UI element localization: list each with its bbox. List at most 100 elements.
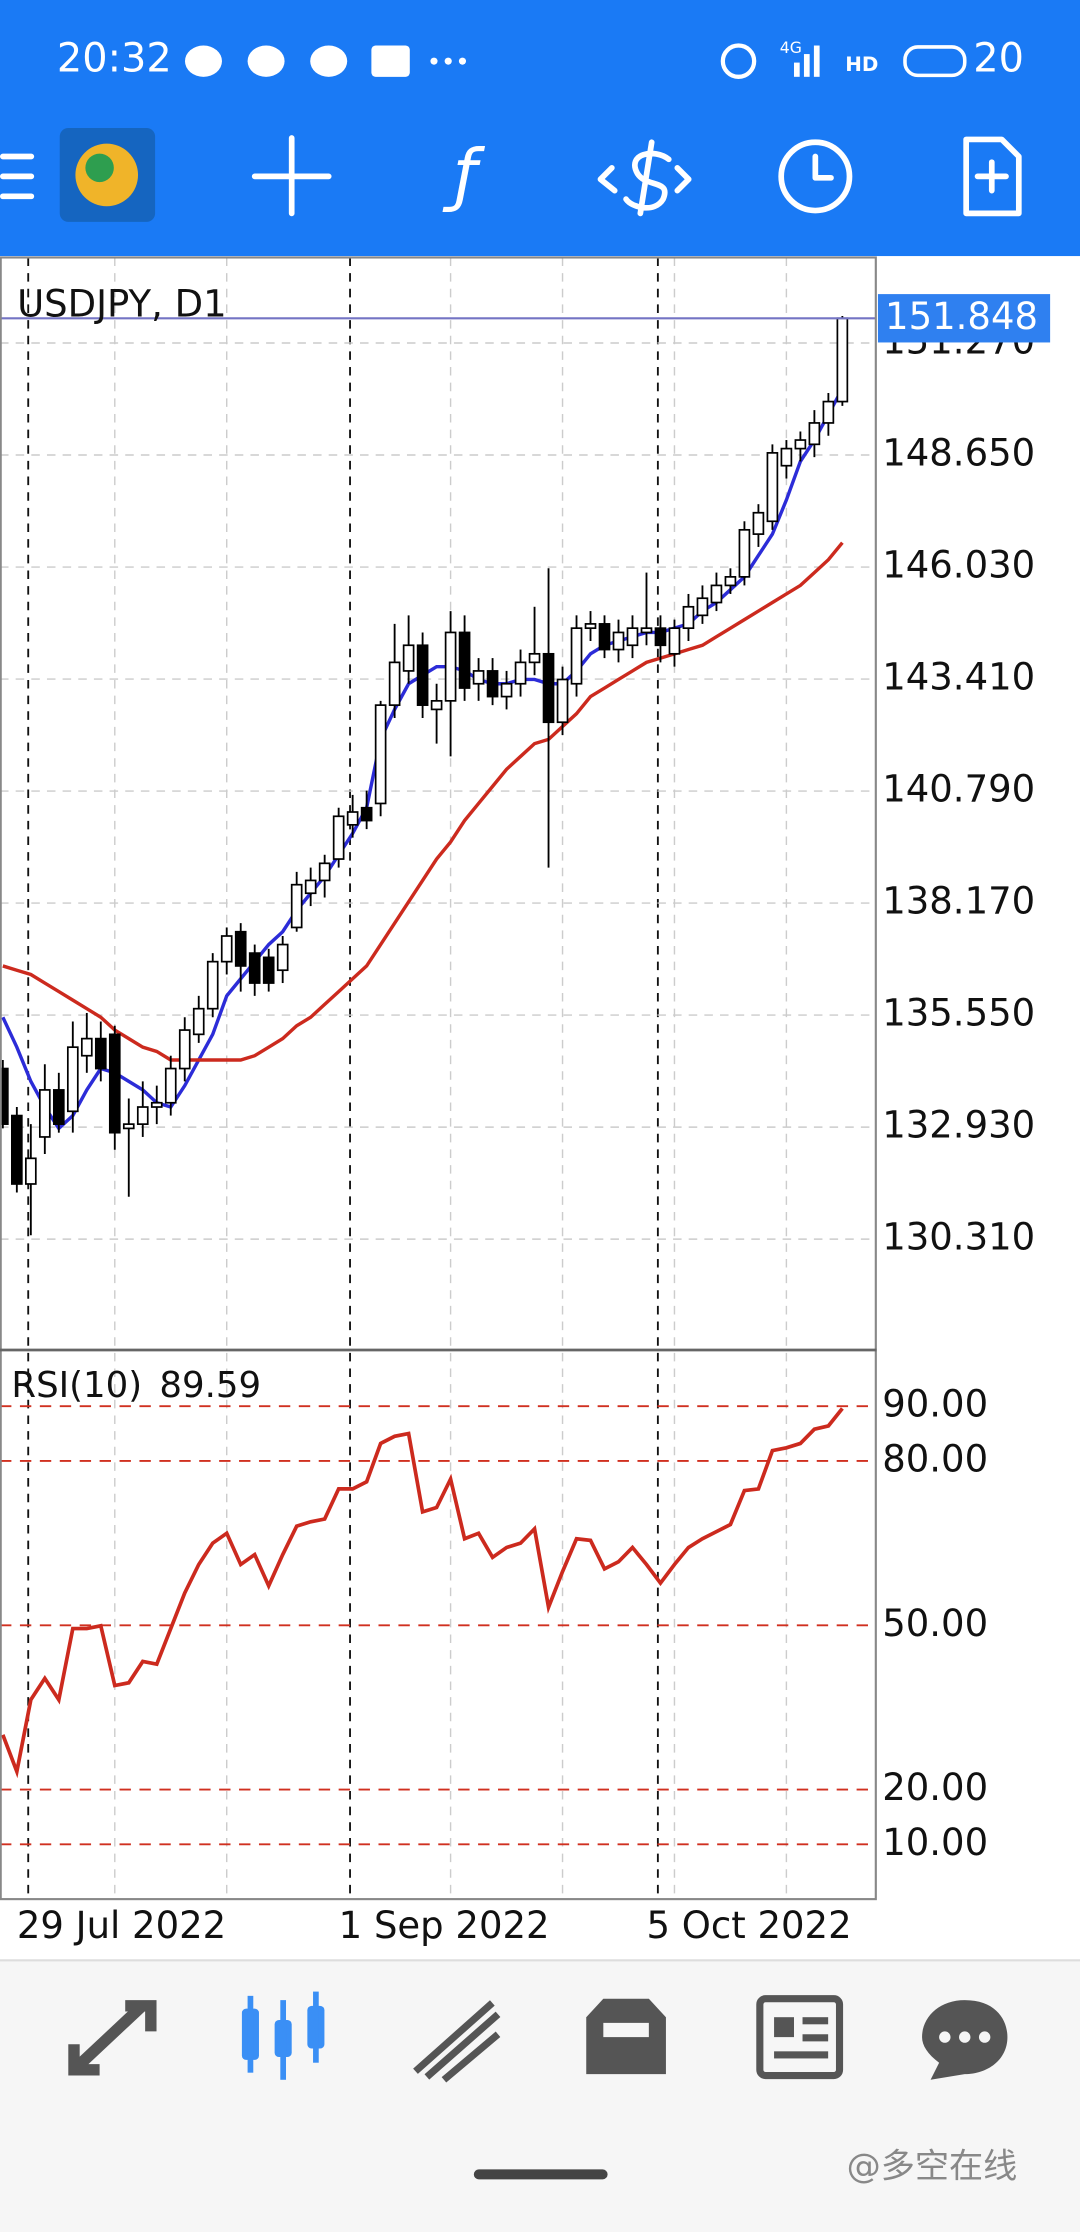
candle-body	[794, 439, 807, 450]
candle-body	[178, 1029, 191, 1070]
watermark: @多空在线	[847, 2146, 1018, 2186]
chart-tab[interactable]	[241, 1991, 325, 2080]
price-box	[877, 294, 1051, 343]
rsi-line	[1, 1407, 844, 1779]
candle-body	[570, 627, 583, 685]
alarm-icon	[720, 43, 757, 79]
candle-body	[24, 1157, 37, 1185]
chat-icon	[310, 45, 348, 77]
y-tick-label: 135.550	[882, 992, 1035, 1035]
candle-body	[836, 317, 849, 403]
news-tab[interactable]	[756, 1995, 844, 2080]
candle-body	[402, 644, 415, 672]
clock: 20:32	[57, 36, 172, 82]
candle-body	[724, 576, 737, 587]
candle-body	[164, 1067, 177, 1104]
signal-icon	[793, 45, 820, 77]
chart-title: USDJPY, D1	[17, 282, 227, 325]
y-tick-label: 130.310	[882, 1216, 1035, 1259]
candle-body	[206, 960, 219, 1010]
quotes-tab[interactable]	[68, 2000, 157, 2076]
x-tick-label: 1 Sep 2022	[339, 1904, 550, 1947]
candle-body	[416, 644, 429, 706]
candle-body	[192, 1007, 205, 1036]
y-tick-label: 50.00	[882, 1602, 988, 1645]
new-order-button[interactable]	[963, 136, 1022, 217]
chart-area	[0, 257, 1080, 1961]
indicator-title: RSI(10)	[11, 1365, 142, 1406]
candle-body	[528, 652, 541, 664]
candle-body	[11, 1114, 23, 1185]
x-tick-label: 29 Jul 2022	[17, 1904, 226, 1947]
hd-icon: HD	[845, 53, 878, 76]
price-label: 151.848	[885, 295, 1038, 338]
candle-body	[584, 623, 597, 630]
y-tick-label: 20.00	[882, 1766, 988, 1809]
app-logo-mark	[85, 153, 114, 183]
candle-body	[318, 862, 331, 882]
chat-tab[interactable]	[922, 2000, 1008, 2080]
candle-body	[486, 670, 499, 698]
candle-body	[766, 452, 779, 523]
network-type: 4G	[780, 38, 802, 57]
plot	[0, 257, 876, 1900]
candle-body	[248, 952, 261, 984]
dot	[430, 57, 438, 65]
y-tick-label: 132.930	[882, 1104, 1035, 1147]
y-tick-label: 138.170	[882, 880, 1035, 923]
candle-body	[0, 1067, 9, 1125]
bottom-nav	[0, 1960, 1080, 2232]
candle-body	[276, 943, 289, 972]
candle-body	[388, 661, 401, 706]
crosshair-button[interactable]	[251, 135, 332, 217]
candle-body	[500, 682, 513, 698]
dot	[444, 57, 452, 65]
y-tick-label: 80.00	[882, 1437, 988, 1480]
chat-icon	[184, 45, 222, 77]
y-tick-label: 10.00	[882, 1821, 988, 1864]
candle-body	[80, 1037, 93, 1057]
home-indicator	[473, 2169, 608, 2180]
candle-body	[696, 597, 709, 617]
candle-body	[598, 623, 611, 651]
candle-body	[710, 584, 723, 604]
signal-bar	[803, 54, 810, 77]
y-tick-label: 140.790	[882, 768, 1035, 811]
y-tick-label: 148.650	[882, 432, 1035, 475]
candle-body	[360, 806, 373, 822]
moving-average	[2, 541, 844, 1062]
candle-body	[472, 670, 485, 685]
y-tick-label: 90.00	[882, 1383, 988, 1426]
notification-icons	[184, 45, 467, 77]
y-tick-label: 143.410	[882, 656, 1035, 699]
candle-body	[752, 511, 765, 535]
menu-button[interactable]	[0, 153, 35, 200]
candle-body	[780, 447, 793, 467]
signal-bar	[793, 62, 800, 77]
candle-body	[346, 811, 359, 826]
battery-icon	[903, 45, 967, 78]
candle-body	[430, 699, 443, 711]
indicator-value: 89.59	[159, 1365, 261, 1406]
signal-bar	[813, 45, 820, 77]
plot-border	[0, 256, 877, 1901]
candle-body	[682, 605, 695, 630]
history-tab[interactable]	[586, 1998, 666, 2075]
candle-body	[626, 627, 639, 647]
chat-icon	[247, 45, 285, 77]
news-icon	[371, 45, 410, 77]
trade-button[interactable]	[597, 139, 692, 217]
battery-level: 20	[973, 36, 1024, 82]
candle-body	[290, 883, 303, 929]
candle-body	[808, 422, 821, 446]
trade-tab[interactable]	[413, 2000, 501, 2083]
candle-body	[94, 1037, 107, 1070]
candle-body	[668, 627, 681, 655]
timeframe-button[interactable]	[778, 139, 853, 214]
candle-body	[122, 1123, 135, 1130]
candle-body	[374, 704, 387, 805]
dot	[458, 57, 467, 65]
